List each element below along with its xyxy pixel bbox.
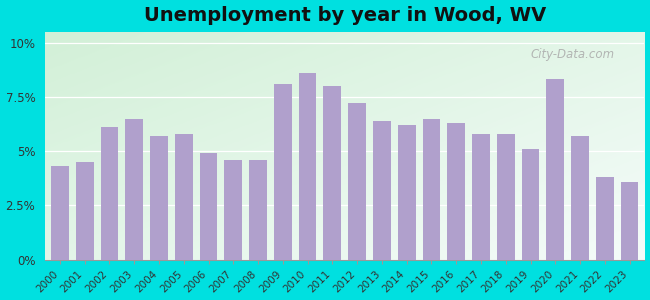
Bar (398, 125, 415, 260)
Bar (51, 166, 69, 260)
Bar (324, 86, 341, 260)
Bar (373, 121, 391, 260)
Bar (175, 134, 192, 260)
Bar (547, 80, 564, 260)
Bar (596, 177, 614, 260)
Bar (621, 182, 638, 260)
Bar (422, 118, 440, 260)
Bar (298, 73, 317, 260)
Bar (125, 118, 143, 260)
Bar (497, 134, 515, 260)
Bar (348, 103, 366, 260)
Bar (200, 153, 217, 260)
Bar (571, 136, 589, 260)
Text: City-Data.com: City-Data.com (530, 48, 615, 61)
Bar (472, 134, 490, 260)
Bar (521, 149, 540, 260)
Bar (150, 136, 168, 260)
Bar (101, 127, 118, 260)
Bar (274, 84, 292, 260)
Bar (249, 160, 267, 260)
Title: Unemployment by year in Wood, WV: Unemployment by year in Wood, WV (144, 6, 546, 25)
Bar (224, 160, 242, 260)
Bar (76, 162, 94, 260)
Bar (447, 123, 465, 260)
